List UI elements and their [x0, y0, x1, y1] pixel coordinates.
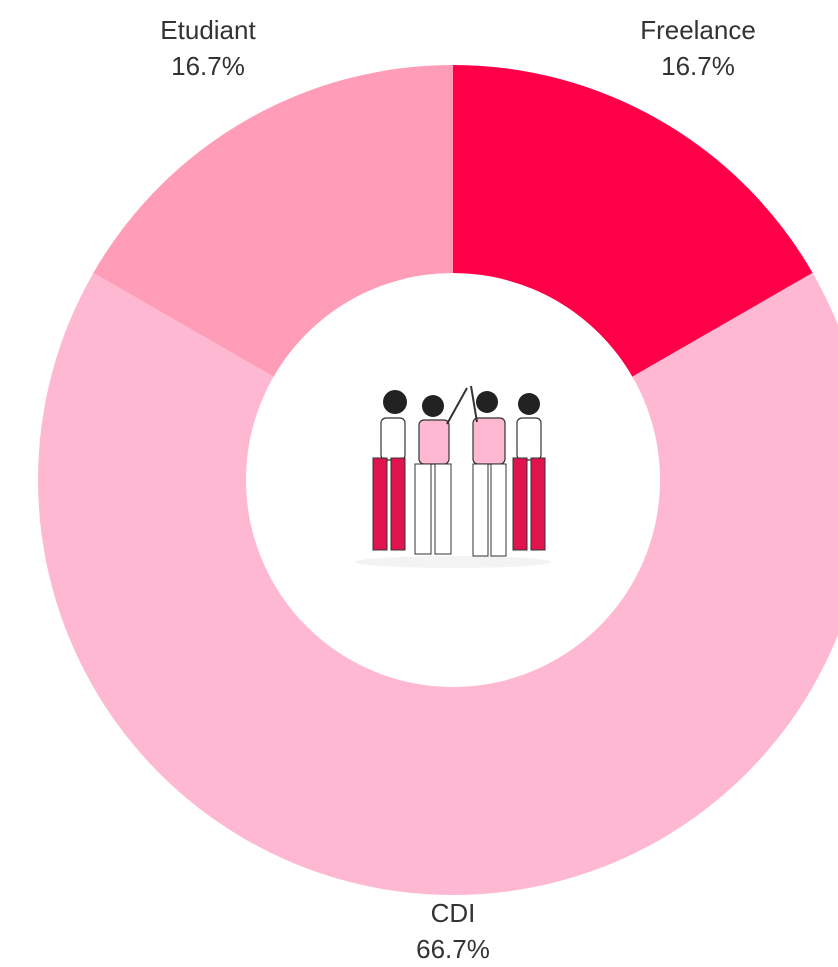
body — [517, 418, 541, 460]
head — [518, 393, 540, 415]
head — [422, 395, 444, 417]
leg — [531, 458, 545, 550]
leg — [391, 458, 405, 550]
leg — [435, 464, 451, 554]
leg — [415, 464, 431, 554]
center-illustration — [355, 386, 551, 568]
slice-label: Freelance — [640, 15, 756, 45]
head — [383, 390, 407, 414]
arm — [471, 386, 477, 422]
arm — [447, 388, 467, 424]
body — [381, 418, 405, 460]
slice-label: CDI — [431, 898, 476, 928]
leg — [513, 458, 527, 550]
body — [473, 418, 505, 464]
leg — [373, 458, 387, 550]
donut-slice — [38, 273, 838, 895]
slice-label: Etudiant — [160, 15, 256, 45]
ground — [355, 556, 551, 568]
body — [419, 420, 449, 464]
leg — [473, 464, 488, 556]
leg — [491, 464, 506, 556]
slice-value-label: 66.7% — [416, 934, 490, 964]
chart: Freelance 16.7% CDI 66.7% Etudiant 16.7% — [0, 0, 838, 967]
slice-value-label: 16.7% — [171, 51, 245, 81]
head — [476, 391, 498, 413]
slice-value-label: 16.7% — [661, 51, 735, 81]
